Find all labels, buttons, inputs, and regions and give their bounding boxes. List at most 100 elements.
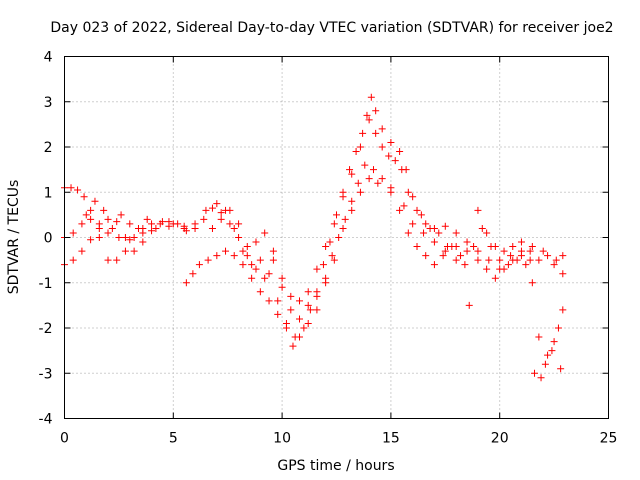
data-point xyxy=(304,301,312,309)
data-point xyxy=(348,197,356,205)
data-point xyxy=(372,129,380,137)
data-point xyxy=(130,247,138,255)
data-point xyxy=(463,238,471,246)
data-point xyxy=(535,256,543,264)
data-point xyxy=(300,324,308,332)
data-point xyxy=(333,211,340,219)
data-point xyxy=(222,247,230,255)
data-point xyxy=(426,224,434,232)
data-point xyxy=(413,206,421,214)
data-point xyxy=(326,238,334,246)
data-point xyxy=(526,247,534,255)
data-point xyxy=(69,229,77,237)
data-point xyxy=(339,224,347,232)
data-point xyxy=(474,256,482,264)
y-tick-label: 1 xyxy=(44,185,53,201)
data-point xyxy=(95,224,103,232)
data-point xyxy=(517,252,525,260)
data-point xyxy=(313,306,321,314)
data-point xyxy=(354,179,362,187)
data-point xyxy=(452,229,460,237)
data-point xyxy=(402,166,410,174)
data-point xyxy=(452,256,460,264)
data-point xyxy=(348,206,356,214)
data-point xyxy=(441,247,449,255)
data-point xyxy=(87,236,95,244)
data-point xyxy=(182,279,190,287)
data-point xyxy=(537,374,545,382)
data-point xyxy=(522,261,530,269)
data-point xyxy=(274,310,282,318)
data-point xyxy=(148,227,156,235)
data-point xyxy=(261,274,269,282)
data-point xyxy=(417,211,425,219)
data-point xyxy=(341,215,349,223)
data-point xyxy=(189,270,197,278)
data-point xyxy=(557,365,565,373)
data-point xyxy=(409,220,417,228)
data-point xyxy=(158,218,166,226)
data-point xyxy=(306,306,314,314)
data-point xyxy=(208,204,216,212)
data-point xyxy=(485,256,493,264)
series-track-c xyxy=(61,161,565,382)
data-point xyxy=(328,252,336,260)
data-point xyxy=(396,206,404,214)
data-point xyxy=(400,202,408,210)
data-point xyxy=(248,274,256,282)
x-tick-label: 15 xyxy=(382,431,400,447)
data-point xyxy=(248,261,256,269)
data-point xyxy=(541,360,549,368)
data-point xyxy=(287,292,295,300)
data-point xyxy=(67,184,75,192)
data-point xyxy=(243,243,251,251)
data-point xyxy=(374,179,382,187)
data-point xyxy=(330,256,338,264)
data-point xyxy=(528,279,536,287)
data-point xyxy=(304,288,312,296)
data-point xyxy=(509,256,517,264)
data-point xyxy=(69,256,77,264)
data-point xyxy=(544,252,552,260)
data-point xyxy=(287,306,295,314)
x-tick-label: 5 xyxy=(169,431,178,447)
data-point xyxy=(452,243,460,251)
data-point xyxy=(269,247,277,255)
data-point xyxy=(430,238,438,246)
data-point xyxy=(322,274,330,282)
data-point xyxy=(296,333,304,341)
data-point xyxy=(217,209,225,217)
data-point xyxy=(108,224,116,232)
data-point xyxy=(385,152,393,160)
y-tick-label: 3 xyxy=(44,95,53,111)
x-tick-label: 25 xyxy=(600,431,618,447)
data-point xyxy=(239,261,247,269)
data-point xyxy=(226,220,234,228)
data-point xyxy=(213,252,221,260)
x-tick-labels: 0 5 10 15 20 25 xyxy=(60,431,617,447)
data-point xyxy=(554,324,562,332)
data-point xyxy=(182,227,190,235)
data-point xyxy=(121,247,129,255)
data-point xyxy=(252,265,260,273)
data-point xyxy=(265,297,273,305)
y-tick-label: -3 xyxy=(39,366,53,382)
data-point xyxy=(363,111,371,119)
data-point xyxy=(235,220,243,228)
data-point xyxy=(95,234,103,241)
data-point xyxy=(461,261,469,269)
y-tick-label: -1 xyxy=(39,276,53,292)
data-point xyxy=(470,243,478,251)
data-point xyxy=(152,224,160,232)
y-tick-label: 2 xyxy=(44,140,53,156)
x-tick-label: 0 xyxy=(60,431,69,447)
data-point xyxy=(531,369,539,377)
data-point xyxy=(130,234,138,241)
data-point xyxy=(204,256,212,264)
data-point xyxy=(252,238,260,246)
data-point xyxy=(478,224,486,232)
data-point xyxy=(313,292,321,300)
y-tick-label: -2 xyxy=(39,321,53,337)
data-point xyxy=(496,256,504,264)
data-point xyxy=(346,166,354,174)
